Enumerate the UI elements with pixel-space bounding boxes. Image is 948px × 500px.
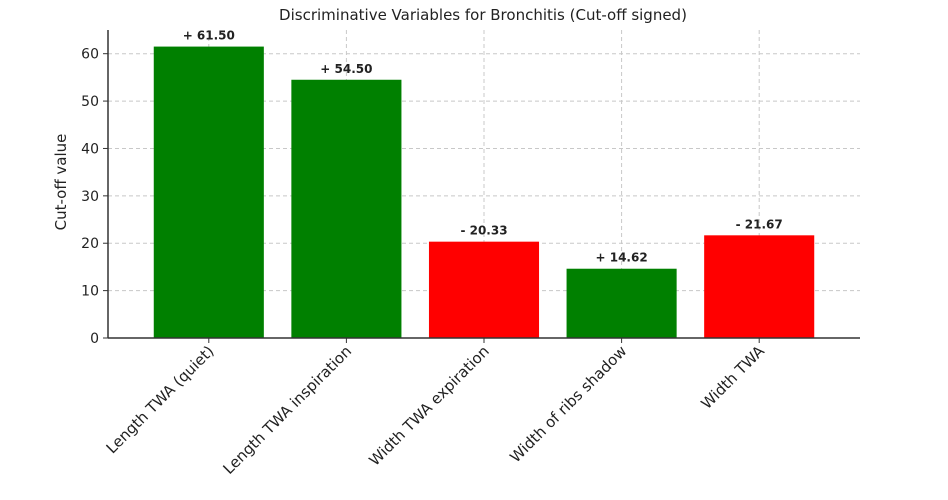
chart-title: Discriminative Variables for Bronchitis … (279, 6, 687, 24)
y-tick-label: 60 (81, 47, 99, 63)
x-tick-label: Width TWA expiration (365, 342, 492, 469)
x-tick-label: Length TWA inspiration (219, 342, 355, 478)
x-tick-label: Length TWA (quiet) (103, 342, 218, 457)
bar (566, 268, 677, 338)
data-label: + 54.50 (320, 62, 372, 76)
y-axis-label: Cut-off value (52, 134, 70, 231)
y-tick-label: 40 (81, 141, 99, 157)
y-tick-label: 0 (90, 331, 99, 347)
y-tick-label: 50 (81, 94, 99, 110)
data-label: - 21.67 (736, 217, 783, 231)
y-tick-label: 20 (81, 236, 99, 252)
x-tick-label: Width TWA (697, 342, 768, 413)
bar (428, 241, 540, 338)
y-tick-label: 30 (81, 189, 99, 205)
axis-layer (103, 30, 860, 343)
bar-layer (153, 46, 815, 338)
x-tick-label: Width of ribs shadow (506, 342, 630, 466)
bar (704, 235, 815, 338)
data-label: + 61.50 (183, 29, 235, 43)
bar (153, 46, 264, 338)
y-tick-label: 10 (81, 284, 99, 300)
bar (291, 79, 402, 338)
data-label: + 14.62 (595, 251, 647, 265)
data-label: - 20.33 (460, 224, 507, 238)
